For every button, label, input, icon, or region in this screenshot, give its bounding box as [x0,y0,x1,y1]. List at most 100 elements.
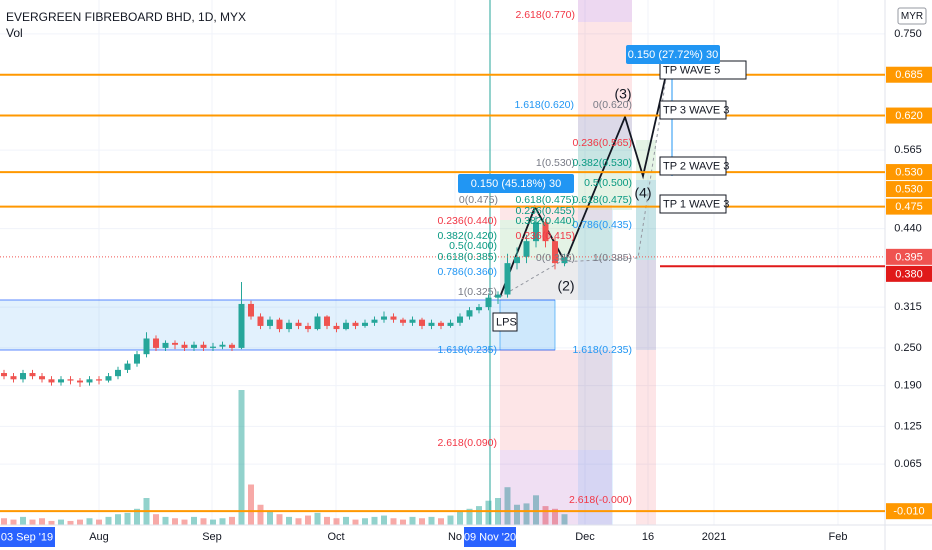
volume-bar [314,512,321,525]
measure-tag [626,45,720,64]
candle-body [48,379,55,383]
volume-bar [86,518,93,525]
fib-zone [500,350,612,450]
x-tick-label: Oct [327,531,344,543]
candle-body [153,338,159,348]
candle-body [1,373,7,377]
volume-bar [295,518,302,525]
fib-label: 0(0.385) [536,252,575,264]
fib-label: 1(0.530) [536,157,575,169]
candle-body [248,303,254,317]
candle-body [324,316,330,326]
candle-body [29,373,36,377]
candle-body [447,322,454,326]
candle-body [371,319,378,323]
volume-bar [324,516,330,525]
candle-body [495,294,501,298]
measure-tag-label: 0.150 (45.18%) 30 [471,178,562,190]
fib-zone [578,0,632,22]
candle-body [77,380,83,383]
volume-bar [124,512,131,525]
price-badge-label: 0.475 [895,201,923,213]
label-box-text: TP 3 WAVE 3 [663,104,729,116]
volume-bar [371,516,378,525]
volume-bar [485,500,492,525]
price-badge-label: 0.530 [895,166,923,178]
volume-bar [428,516,435,525]
volume-bar [533,495,539,525]
wave-path [499,65,669,298]
candle-body [485,297,492,308]
volume-bar [67,520,74,525]
y-tick-label: 0.190 [894,379,922,391]
price-badge-label: 0.395 [895,251,923,263]
fib-zone [578,210,613,525]
candle-body [438,322,444,326]
volume-bar [172,518,178,525]
price-badge [886,107,932,124]
currency-box [897,7,927,25]
candle-body [115,369,121,377]
fib-label: 1(0.325) [458,286,497,298]
volume-bar [267,511,273,525]
volume-bar [438,518,444,525]
fib-label: 1.618(0.620) [514,99,574,111]
volume-bar [229,516,235,525]
volume-bar [447,515,454,525]
currency: MYR [901,11,923,22]
volume-bar [343,516,349,525]
volume-bar [305,515,311,525]
candle-body [86,379,93,383]
candle-body [172,342,178,345]
candle-body [267,319,273,326]
volume-bar [333,518,340,525]
candle-body [191,344,197,348]
price-badge [886,503,932,520]
candle-body [343,322,349,330]
candle-body [400,319,406,323]
volume-bar [561,514,568,525]
candle-body [352,322,359,326]
volume-bar [362,518,368,525]
candle-body [504,263,511,295]
fib-label: 0.236(0.440) [437,215,497,227]
volume-bar [400,519,406,525]
candle-body [238,303,245,348]
drawing-zones [0,0,673,525]
volume-bar [419,518,425,525]
x-tick-label: No [448,531,462,543]
y-tick-label: 0.065 [894,458,922,470]
fib-label: 0.786(0.435) [572,219,632,231]
volume-bar [276,514,283,525]
candle-body [514,256,520,264]
x-tick-label: Aug [89,531,109,543]
x-tick-label: Dec [575,531,595,543]
candle-body [143,338,150,355]
candle-body [39,376,45,380]
fib-label: 0(0.620) [593,99,632,111]
volume-bar [48,520,55,525]
fib-label: 0.236(0.565) [572,137,632,149]
volume-bar [153,514,159,525]
volume-bar [162,516,169,525]
candle-body [390,316,397,320]
wave-label: (4) [634,185,651,201]
candle-body [533,222,539,242]
candle-body [561,256,568,264]
date-badge [0,527,55,547]
label-box [659,156,727,176]
fib-label: 0.382(0.440) [515,215,575,227]
candle-body [162,342,169,348]
fib-label: 0.618(0.475) [572,194,632,206]
fib-label: 2.618(-0.000) [569,494,632,506]
volume-bar [504,487,511,525]
fib-label: 0.618(0.475) [515,194,575,206]
fib-label: 2.618(0.090) [437,437,497,449]
fib-zone [636,180,656,350]
volume-bar [409,516,416,525]
date-badge [464,527,516,547]
candle-body [314,316,321,330]
volume-bar [200,518,207,525]
fib-label: 1.618(0.235) [572,344,632,356]
